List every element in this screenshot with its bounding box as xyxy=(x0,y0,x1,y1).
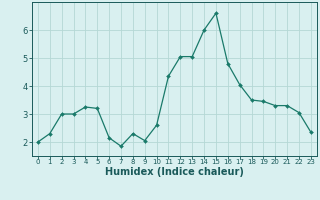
X-axis label: Humidex (Indice chaleur): Humidex (Indice chaleur) xyxy=(105,167,244,177)
